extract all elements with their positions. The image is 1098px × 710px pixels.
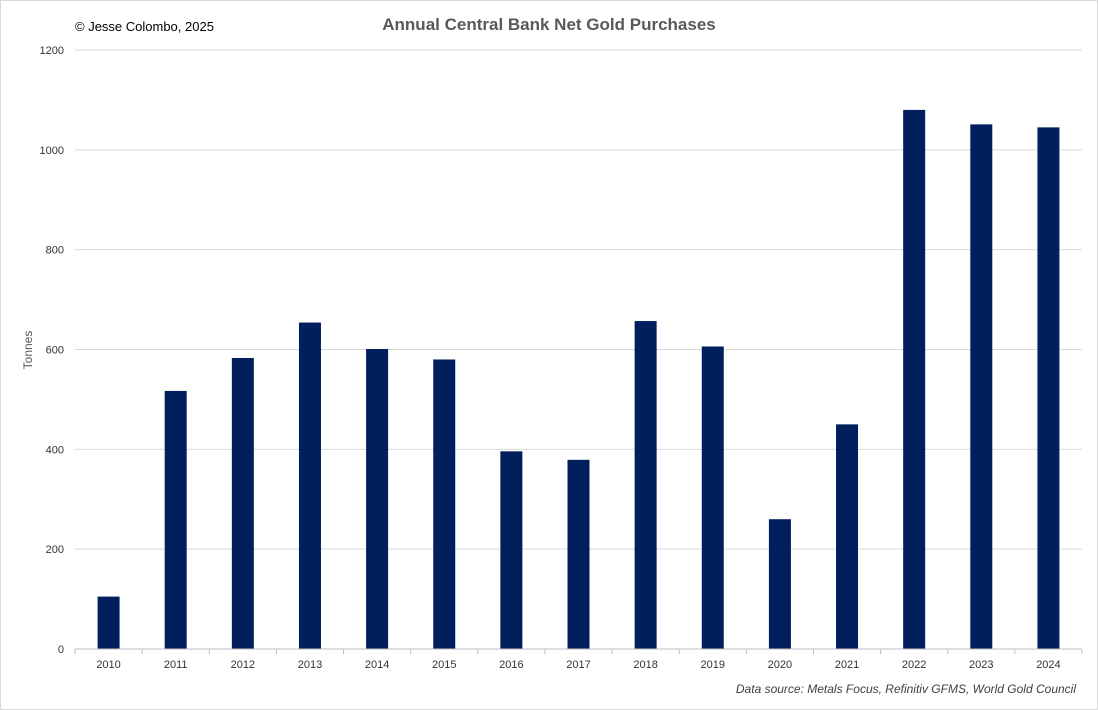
y-tick-label: 400 <box>46 444 64 456</box>
bar-2010 <box>97 596 120 649</box>
copyright-notice: © Jesse Colombo, 2025 <box>75 19 214 34</box>
y-tick-label: 600 <box>46 345 64 357</box>
x-tick-label: 2021 <box>835 659 859 671</box>
bars <box>97 109 1060 649</box>
x-tick-label: 2022 <box>902 659 926 671</box>
x-tick-label: 2019 <box>701 659 725 671</box>
x-tick-label: 2012 <box>231 659 255 671</box>
y-tick-label: 1200 <box>40 45 64 57</box>
x-tick-label: 2011 <box>164 659 188 671</box>
y-tick-label: 0 <box>58 644 64 656</box>
bar-2024 <box>1037 127 1060 649</box>
x-tick-label: 2020 <box>768 659 792 671</box>
bar-2016 <box>500 451 523 649</box>
bar-2017 <box>567 459 590 649</box>
source-note: Data source: Metals Focus, Refinitiv GFM… <box>736 682 1076 696</box>
bar-2021 <box>836 424 859 649</box>
bar-2011 <box>164 390 187 649</box>
bar-2020 <box>768 519 791 649</box>
bar-2012 <box>231 357 254 649</box>
x-tick-label: 2010 <box>96 659 120 671</box>
x-tick-label: 2015 <box>432 659 456 671</box>
y-tick-label: 200 <box>46 544 64 556</box>
bar-2023 <box>970 124 993 649</box>
chart-title: Annual Central Bank Net Gold Purchases <box>382 15 715 34</box>
x-tick-label: 2014 <box>365 659 389 671</box>
x-axis: 2010 2011 2012 2013 2014 2015 2016 2017 2018 2019… <box>74 648 1083 671</box>
y-axis-label: Tonnes <box>21 331 35 370</box>
bar-2014 <box>366 349 389 649</box>
x-tick-label: 2018 <box>633 659 657 671</box>
y-tick-label: 800 <box>46 245 64 257</box>
x-tick-label: 2016 <box>499 659 523 671</box>
bar-2018 <box>634 321 657 649</box>
bar-2019 <box>701 346 724 649</box>
bar-2015 <box>433 359 456 649</box>
bar-2013 <box>298 322 321 649</box>
x-tick-label: 2013 <box>298 659 322 671</box>
x-tick-label: 2017 <box>566 659 590 671</box>
bar-2022 <box>903 109 926 649</box>
y-axis-ticks: 0 200 400 600 800 1000 1200 <box>40 45 64 656</box>
x-tick-label: 2024 <box>1036 659 1060 671</box>
y-tick-label: 1000 <box>40 145 64 157</box>
x-tick-label: 2023 <box>969 659 993 671</box>
